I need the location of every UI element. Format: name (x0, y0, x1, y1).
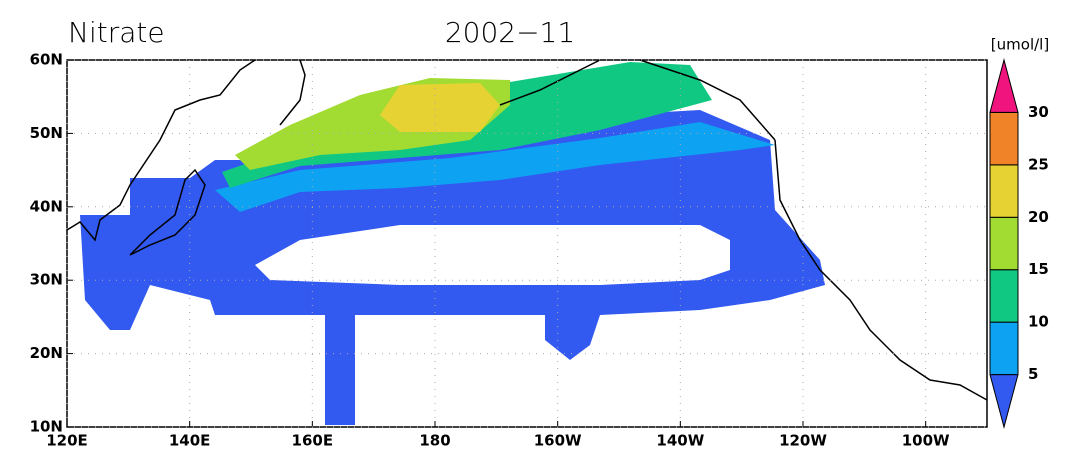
region-5-10 (215, 122, 775, 212)
colorbar-label: 20 (1028, 208, 1049, 226)
y-tick-label: 20N (30, 344, 63, 362)
colorbar-label: 10 (1028, 313, 1049, 331)
region-below-5 (80, 110, 825, 425)
x-tick-label: 160W (534, 432, 582, 450)
y-tick-label: 50N (30, 124, 63, 142)
colorbar-box (989, 321, 1019, 376)
x-tick-label: 140W (656, 432, 704, 450)
x-tick-label: 180 (419, 432, 450, 450)
map-title: Nitrate (68, 16, 165, 49)
colorbar-label: 5 (1028, 365, 1038, 383)
x-tick-label: 140E (169, 432, 211, 450)
colorbar-box (989, 216, 1019, 271)
colorbar-triangle (989, 374, 1019, 429)
map-date: 2002−11 (445, 16, 575, 49)
x-tick-label: 120E (46, 432, 88, 450)
colorbar-label: 15 (1028, 260, 1049, 278)
plot-frame (66, 59, 988, 428)
y-tick-label: 60N (30, 51, 63, 69)
coastlines (66, 59, 988, 401)
kamchatka-coast (279, 59, 306, 126)
x-tick-label: 100W (902, 432, 950, 450)
y-tick-label: 40N (30, 197, 63, 215)
colorbar-box (989, 111, 1019, 166)
y-tick-label: 30N (30, 271, 63, 289)
field (80, 62, 825, 425)
x-tick-label: 160E (292, 432, 334, 450)
colorbar-box (989, 164, 1019, 218)
japan-coast (129, 168, 206, 256)
america-coast (774, 139, 988, 401)
y-tick-label: 10N (30, 418, 63, 436)
colorbar-unit: [umol/l] (991, 36, 1049, 54)
x-tick-label: 120W (779, 432, 827, 450)
colorbar-triangle (989, 58, 1019, 113)
colorbar-label: 25 (1028, 155, 1049, 173)
alaska-coast (499, 59, 776, 141)
region-20-25 (380, 83, 500, 132)
colorbar-box (989, 269, 1019, 323)
asia-coast (66, 59, 256, 242)
colorbar-label: 30 (1028, 103, 1049, 121)
